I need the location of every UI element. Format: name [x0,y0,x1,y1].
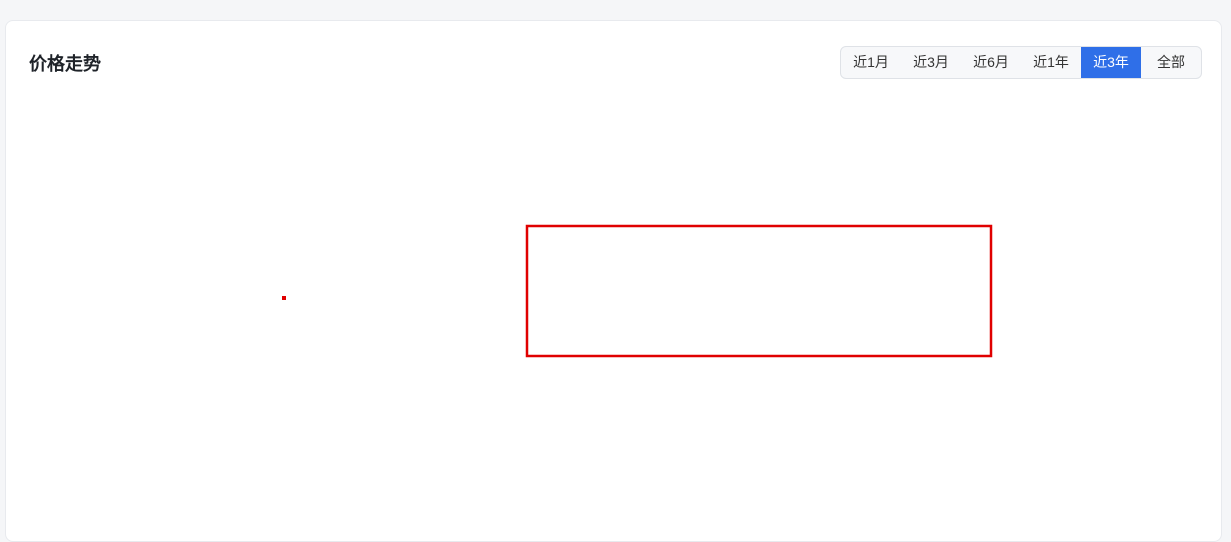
range-tabs: 近1月 近3月 近6月 近1年 近3年 全部 [840,46,1202,79]
range-tab[interactable]: 近1年 [1033,54,1069,70]
range-tab[interactable]: 全部 [1157,54,1185,70]
highlight-box [525,224,993,358]
range-tab[interactable]: 近3月 [913,54,949,70]
range-tab[interactable]: 近6月 [973,54,1009,70]
range-tab[interactable]: 近1月 [853,54,889,70]
range-tab[interactable]: 近3年 [1081,47,1141,78]
panel-title: 价格走势 [29,54,101,74]
chart [282,224,993,358]
card: 价格走势 近1月 近3月 近6月 近1年 近3年 全部 [5,20,1222,542]
marker-dot [282,296,286,300]
